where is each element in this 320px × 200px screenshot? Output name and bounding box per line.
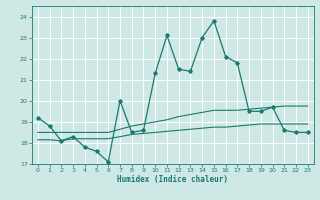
X-axis label: Humidex (Indice chaleur): Humidex (Indice chaleur) — [117, 175, 228, 184]
